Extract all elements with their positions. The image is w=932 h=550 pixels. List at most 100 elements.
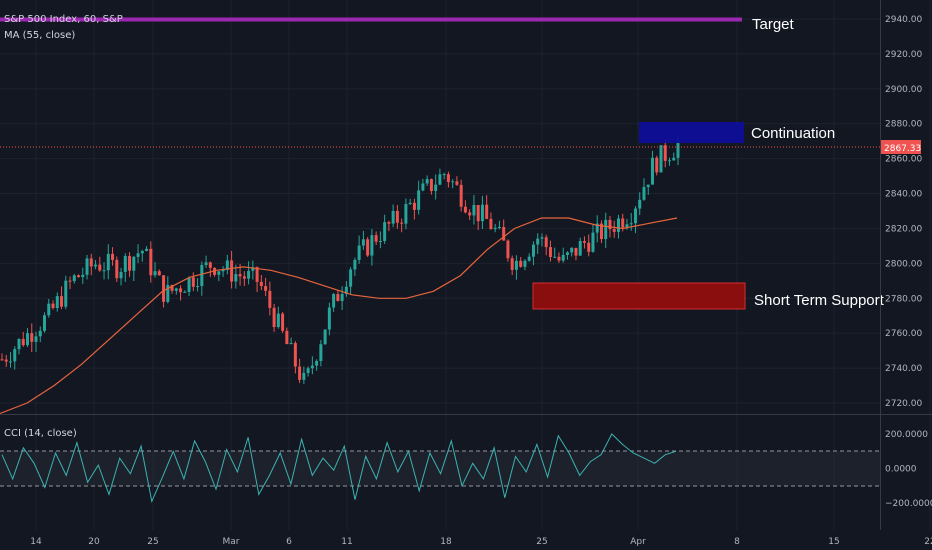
candle-body (485, 204, 489, 219)
candle-body (208, 262, 212, 268)
candle-body (123, 256, 127, 272)
candle-body (310, 365, 314, 369)
candle-body (289, 343, 293, 345)
candle-body (102, 270, 106, 272)
candle-body (412, 202, 416, 210)
candle-body (659, 145, 663, 173)
x-tick-label: 20 (88, 537, 100, 547)
x-tick-label: 15 (828, 537, 839, 547)
candle-body (225, 260, 229, 270)
candle-body (587, 242, 591, 252)
candle-body (353, 259, 357, 270)
candle-body (140, 251, 144, 254)
candle-body (115, 259, 119, 279)
candle-body (540, 237, 544, 239)
candle-body (621, 218, 625, 228)
support-zone (532, 282, 746, 310)
ma-legend: MA (55, close) (4, 30, 75, 41)
candle-body (85, 258, 89, 275)
candle-body (383, 222, 387, 242)
candle-body (523, 260, 527, 267)
candle-body (438, 174, 442, 185)
candle-body (612, 229, 616, 232)
candle-body (591, 232, 595, 252)
candle-body (557, 256, 561, 261)
candle-body (128, 256, 132, 271)
candle-body (319, 344, 323, 361)
x-tick-label: 18 (440, 537, 452, 547)
ma-line (0, 217, 678, 415)
target-label: Target (752, 16, 795, 33)
candle-body (251, 267, 255, 271)
x-tick-label: 6 (286, 537, 292, 547)
candle-body (111, 253, 115, 260)
candle-body (344, 286, 348, 294)
candle-body (374, 235, 378, 242)
candle-body (217, 271, 221, 275)
cci-axis: 200.0000 0.0000 −200.0000 (885, 430, 932, 509)
price-axis: 2940.00 2920.00 2900.00 2880.00 2860.00 2840.… (885, 15, 922, 409)
candle-body (604, 219, 608, 240)
candle-body (446, 174, 450, 183)
candle-body (170, 285, 174, 291)
continuation-label: Continuation (751, 125, 835, 142)
candles (0, 135, 680, 385)
candle-body (43, 315, 47, 331)
candle-body (391, 210, 395, 224)
candle-body (434, 184, 438, 191)
candle-body (162, 275, 166, 302)
x-tick-label: 25 (147, 537, 158, 547)
x-tick-label: 14 (30, 537, 42, 547)
candle-body (570, 247, 574, 253)
candle-body (510, 258, 514, 270)
candle-body (574, 247, 578, 256)
candle-body (166, 285, 170, 302)
candle-body (230, 260, 234, 282)
candle-body (179, 288, 183, 293)
candle-body (187, 277, 191, 292)
candle-body (599, 223, 603, 240)
last-price-badge (881, 140, 921, 154)
candle-body (119, 271, 123, 279)
y-tick-label: 2820.00 (885, 224, 922, 234)
y-tick-label: 2740.00 (885, 364, 922, 374)
candle-body (357, 245, 361, 260)
x-tick-label: Apr (630, 537, 646, 547)
candle-body (387, 222, 391, 224)
candle-body (421, 183, 425, 191)
candle-body (77, 275, 81, 278)
candle-body (196, 286, 200, 288)
y-tick-label: 2760.00 (885, 329, 922, 339)
candle-body (340, 293, 344, 302)
candle-body (459, 184, 463, 207)
candle-body (395, 210, 399, 223)
candle-body (293, 343, 297, 367)
candle-body (506, 240, 510, 259)
cci-tick-label: 200.0000 (885, 430, 928, 440)
candle-body (646, 184, 650, 188)
candle-body (608, 219, 612, 230)
y-tick-label: 2920.00 (885, 50, 922, 60)
candle-body (638, 199, 642, 209)
candle-body (255, 267, 259, 282)
candle-body (298, 366, 302, 380)
x-tick-label: 25 (536, 537, 547, 547)
x-tick-label: Mar (223, 537, 240, 547)
candle-body (183, 291, 187, 293)
candle-body (38, 330, 42, 337)
y-tick-label: 2860.00 (885, 155, 922, 165)
candle-body (200, 264, 204, 287)
candle-body (442, 174, 446, 176)
candle-body (663, 145, 667, 161)
candle-body (672, 157, 676, 161)
candle-body (281, 313, 285, 331)
candle-body (145, 248, 149, 252)
x-tick-label: 22 (924, 537, 932, 547)
candle-body (650, 157, 654, 185)
candle-body (332, 294, 336, 308)
candle-body (378, 241, 382, 243)
candle-body (191, 277, 195, 287)
cci-band (0, 451, 880, 486)
grid (0, 0, 931, 530)
